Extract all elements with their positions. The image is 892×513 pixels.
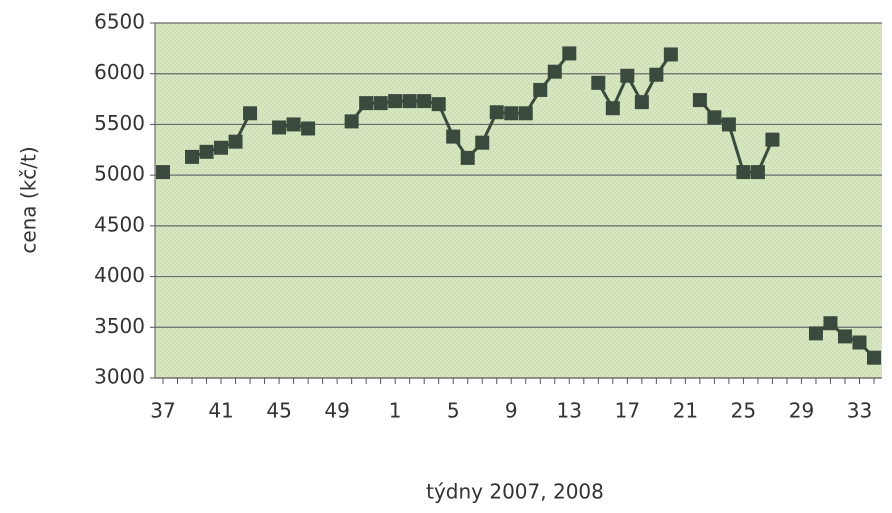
x-tick-label: 1 (389, 399, 402, 423)
marker (547, 64, 562, 79)
plot-area (155, 23, 882, 378)
marker (417, 94, 432, 109)
y-tick-label: 3500 (94, 314, 145, 338)
marker (765, 132, 780, 147)
x-axis-title: týdny 2007, 2008 (426, 480, 604, 504)
x-tick-label: 29 (789, 399, 814, 423)
marker (286, 117, 301, 132)
marker (185, 149, 200, 164)
marker (373, 96, 388, 111)
y-tick-label: 6000 (94, 60, 145, 84)
marker (489, 105, 504, 120)
marker (272, 120, 287, 135)
marker (533, 82, 548, 97)
marker (808, 326, 823, 341)
y-axis-title: cena (kč/t) (17, 146, 41, 253)
marker (736, 165, 751, 180)
marker (344, 114, 359, 129)
marker (852, 335, 867, 350)
marker (475, 135, 490, 150)
x-tick-label: 21 (673, 399, 698, 423)
marker (518, 106, 533, 121)
marker (591, 75, 606, 90)
x-tick-label: 49 (324, 399, 349, 423)
marker (359, 96, 374, 111)
x-tick-label: 17 (615, 399, 640, 423)
y-tick-label: 3000 (94, 365, 145, 389)
marker (228, 134, 243, 149)
marker (388, 94, 403, 109)
marker (301, 121, 316, 136)
marker (446, 129, 461, 144)
y-tick-label: 4000 (94, 263, 145, 287)
marker (634, 95, 649, 110)
x-tick-label: 45 (266, 399, 291, 423)
marker (649, 67, 664, 82)
x-tick-label: 9 (505, 399, 518, 423)
x-tick-label: 37 (150, 399, 175, 423)
marker (692, 93, 707, 108)
marker (431, 97, 446, 112)
marker (867, 350, 881, 365)
marker (837, 329, 852, 344)
marker (402, 94, 417, 109)
marker (663, 47, 678, 62)
marker (605, 101, 620, 116)
marker (243, 106, 258, 121)
marker (823, 316, 838, 331)
x-tick-label: 41 (208, 399, 233, 423)
y-tick-label: 4500 (94, 212, 145, 236)
marker (460, 150, 475, 165)
marker (214, 140, 229, 155)
marker (750, 165, 765, 180)
y-tick-label: 6500 (94, 10, 145, 34)
marker (156, 165, 170, 180)
marker (620, 68, 635, 83)
x-tick-label: 13 (557, 399, 582, 423)
y-tick-label: 5500 (94, 111, 145, 135)
x-tick-label: 33 (847, 399, 872, 423)
marker (721, 117, 736, 132)
x-tick-label: 25 (731, 399, 756, 423)
marker (504, 106, 519, 121)
marker (199, 144, 214, 159)
x-tick-label: 5 (447, 399, 460, 423)
marker (707, 110, 722, 125)
y-tick-label: 5000 (94, 162, 145, 186)
marker (562, 46, 577, 61)
